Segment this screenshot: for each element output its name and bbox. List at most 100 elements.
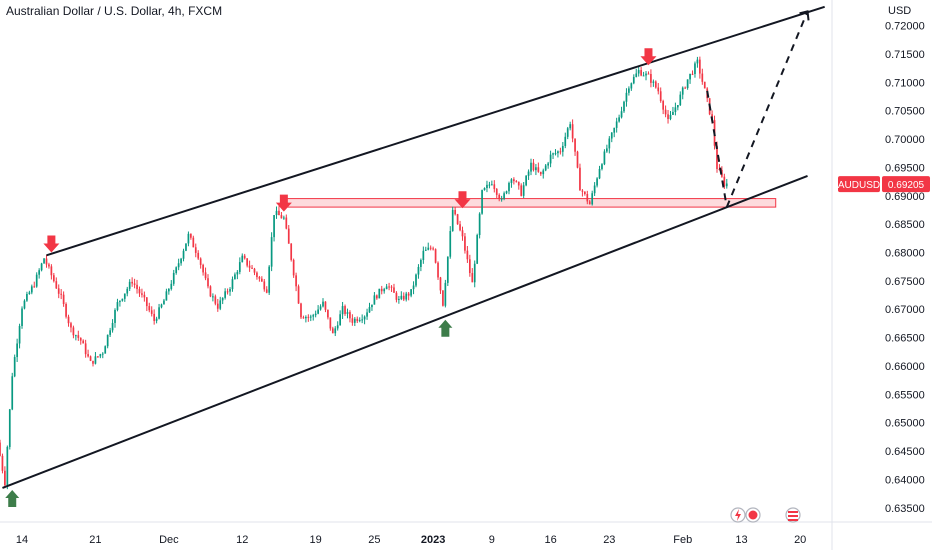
candle-body: [647, 73, 650, 75]
candle-body: [238, 262, 241, 272]
candle-body: [229, 289, 231, 292]
candle-body: [689, 73, 691, 80]
candle-body: [212, 296, 214, 298]
candle-body: [468, 259, 471, 274]
candle-body: [143, 294, 146, 298]
candle-body: [701, 73, 704, 82]
flag-icon-us-stripe: [788, 519, 798, 521]
candle-body: [165, 291, 168, 301]
candle-body: [684, 87, 687, 89]
candle-body: [351, 318, 354, 323]
candle-body: [158, 307, 160, 319]
x-tick-label: 2023: [421, 534, 445, 546]
candle-body: [172, 272, 175, 284]
candle-body: [493, 184, 496, 190]
candle-body: [312, 315, 315, 317]
candle-body: [55, 281, 58, 289]
candle-body: [52, 275, 55, 282]
candle-body: [292, 259, 295, 276]
candle-body: [542, 170, 545, 175]
candle-body: [128, 281, 131, 289]
x-tick-label: 16: [544, 534, 556, 546]
candle-body: [79, 337, 82, 341]
candle-body: [424, 249, 427, 251]
candle-body: [723, 176, 726, 187]
candle-body: [275, 210, 278, 216]
candle-body: [190, 233, 192, 238]
y-tick-label: 0.70500: [885, 106, 925, 118]
candle-body: [92, 360, 94, 364]
down-arrow-marker: [454, 191, 471, 209]
x-tick-label: 25: [368, 534, 380, 546]
candle-body: [192, 237, 195, 248]
candle-body: [322, 301, 324, 307]
down-arrow-marker: [43, 235, 60, 253]
candle-body: [679, 94, 682, 106]
candle-body: [417, 266, 420, 275]
trendline-upper-channel: [46, 5, 825, 257]
candle-body: [395, 292, 398, 300]
candle-body: [373, 295, 376, 305]
candle-body: [167, 288, 170, 292]
candle-body: [89, 356, 92, 361]
candle-body: [18, 325, 21, 344]
candle-body: [539, 171, 542, 175]
candle-body: [640, 70, 642, 76]
candle-body: [400, 295, 403, 299]
candle-body: [535, 167, 537, 171]
candle-body: [642, 75, 645, 77]
candle-body: [106, 334, 109, 347]
candle-body: [415, 274, 417, 286]
candle-body: [669, 114, 672, 120]
x-tick-label: 20: [794, 534, 806, 546]
candle-body: [718, 169, 721, 171]
candle-body: [82, 340, 85, 344]
candle-body: [67, 316, 70, 324]
candle-body: [464, 236, 466, 251]
candle-body: [471, 273, 474, 283]
candle-body: [537, 167, 540, 172]
candle-body: [170, 283, 173, 289]
candle-body: [579, 167, 581, 191]
candle-body: [280, 215, 283, 219]
candle-body: [199, 258, 202, 265]
candle-body: [87, 354, 89, 357]
candle-body: [371, 304, 373, 308]
candle-body: [615, 121, 618, 128]
candle-body: [263, 281, 266, 290]
candle-body: [628, 88, 630, 93]
candle-body: [388, 286, 390, 288]
candle-body: [664, 109, 667, 115]
candle-body: [686, 79, 689, 89]
candle-body: [163, 300, 165, 305]
candle-body: [696, 59, 699, 64]
candle-body: [561, 145, 564, 152]
candle-body: [466, 250, 469, 260]
candle-body: [515, 181, 518, 183]
candle-body: [13, 357, 16, 377]
lightning-bolt: [735, 509, 741, 521]
y-tick-label: 0.70000: [885, 134, 925, 146]
candle-body: [508, 182, 510, 192]
y-tick-label: 0.65000: [885, 418, 925, 430]
candle-body: [444, 282, 447, 306]
candle-body: [185, 243, 187, 251]
resistance-zone: [280, 198, 777, 208]
candle-body: [449, 231, 452, 257]
y-tick-label: 0.69000: [885, 191, 925, 203]
candle-body: [33, 286, 36, 288]
candle-body: [182, 250, 185, 259]
candle-body: [101, 353, 104, 355]
candle-body: [258, 277, 261, 279]
candle-body: [6, 446, 9, 486]
candle-body: [234, 274, 236, 280]
symbol-tag-label: AUDUSD: [838, 180, 880, 191]
y-tick-label: 0.71500: [885, 49, 925, 61]
candle-body: [224, 291, 226, 298]
candle-body: [126, 288, 129, 294]
candle-body: [613, 127, 616, 133]
candle-body: [331, 328, 334, 334]
flag-icon-us-stripe: [788, 511, 798, 513]
